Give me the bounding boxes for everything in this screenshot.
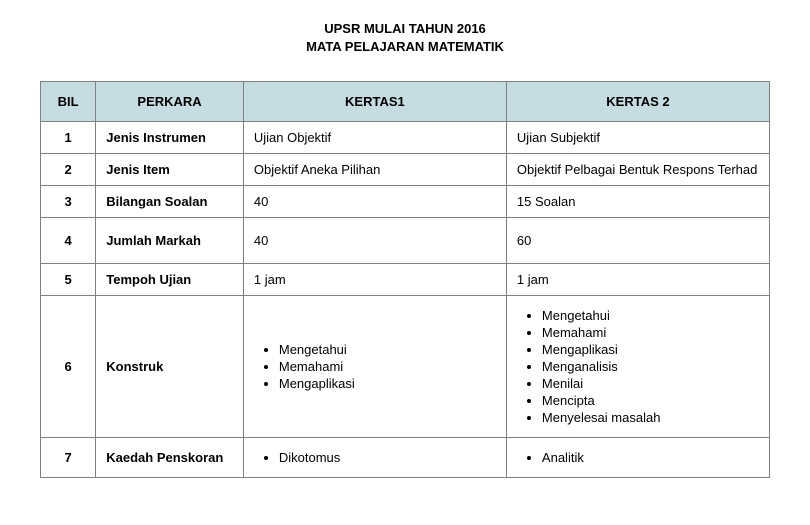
cell-k1: 1 jam — [243, 264, 506, 296]
list-item: Mengetahui — [542, 308, 759, 323]
cell-perkara: Konstruk — [96, 296, 244, 438]
title-line-2: MATA PELAJARAN MATEMATIK — [40, 38, 770, 56]
cell-bil: 5 — [41, 264, 96, 296]
list-item: Menyelesai masalah — [542, 410, 759, 425]
header-bil: BIL — [41, 82, 96, 122]
cell-bil: 1 — [41, 122, 96, 154]
table-row: 2 Jenis Item Objektif Aneka Pilihan Obje… — [41, 154, 770, 186]
list-item: Menilai — [542, 376, 759, 391]
list-item: Mengetahui — [279, 342, 496, 357]
table-row: 1 Jenis Instrumen Ujian Objektif Ujian S… — [41, 122, 770, 154]
cell-k1: Objektif Aneka Pilihan — [243, 154, 506, 186]
cell-perkara: Kaedah Penskoran — [96, 438, 244, 478]
list-item: Mengaplikasi — [542, 342, 759, 357]
list-item: Mengaplikasi — [279, 376, 496, 391]
cell-perkara: Tempoh Ujian — [96, 264, 244, 296]
cell-k1: 40 — [243, 218, 506, 264]
main-table: BIL PERKARA KERTAS1 KERTAS 2 1 Jenis Ins… — [40, 81, 770, 478]
k1-list: Dikotomus — [254, 450, 496, 465]
list-item: Mencipta — [542, 393, 759, 408]
list-item: Dikotomus — [279, 450, 496, 465]
k2-list: Analitik — [517, 450, 759, 465]
header-kertas1: KERTAS1 — [243, 82, 506, 122]
cell-k2: 1 jam — [506, 264, 769, 296]
header-row: BIL PERKARA KERTAS1 KERTAS 2 — [41, 82, 770, 122]
list-item: Menganalisis — [542, 359, 759, 374]
cell-k2: 15 Soalan — [506, 186, 769, 218]
cell-k2: 60 — [506, 218, 769, 264]
cell-bil: 4 — [41, 218, 96, 264]
table-row: 7 Kaedah Penskoran Dikotomus Analitik — [41, 438, 770, 478]
table-row: 3 Bilangan Soalan 40 15 Soalan — [41, 186, 770, 218]
header-perkara: PERKARA — [96, 82, 244, 122]
cell-perkara: Jenis Instrumen — [96, 122, 244, 154]
cell-k2-list: Mengetahui Memahami Mengaplikasi Mengana… — [506, 296, 769, 438]
cell-perkara: Bilangan Soalan — [96, 186, 244, 218]
cell-bil: 6 — [41, 296, 96, 438]
cell-perkara: Jenis Item — [96, 154, 244, 186]
cell-k1: Ujian Objektif — [243, 122, 506, 154]
cell-k2-list: Analitik — [506, 438, 769, 478]
cell-k2: Objektif Pelbagai Bentuk Respons Terhad — [506, 154, 769, 186]
k1-list: Mengetahui Memahami Mengaplikasi — [254, 342, 496, 391]
cell-bil: 7 — [41, 438, 96, 478]
list-item: Analitik — [542, 450, 759, 465]
cell-bil: 2 — [41, 154, 96, 186]
cell-k1-list: Mengetahui Memahami Mengaplikasi — [243, 296, 506, 438]
header-kertas2: KERTAS 2 — [506, 82, 769, 122]
title-line-1: UPSR MULAI TAHUN 2016 — [40, 20, 770, 38]
cell-perkara: Jumlah Markah — [96, 218, 244, 264]
table-row: 6 Konstruk Mengetahui Memahami Mengaplik… — [41, 296, 770, 438]
table-row: 5 Tempoh Ujian 1 jam 1 jam — [41, 264, 770, 296]
cell-k1: 40 — [243, 186, 506, 218]
cell-k2: Ujian Subjektif — [506, 122, 769, 154]
list-item: Memahami — [542, 325, 759, 340]
cell-k1-list: Dikotomus — [243, 438, 506, 478]
cell-bil: 3 — [41, 186, 96, 218]
title-block: UPSR MULAI TAHUN 2016 MATA PELAJARAN MAT… — [40, 20, 770, 56]
table-row: 4 Jumlah Markah 40 60 — [41, 218, 770, 264]
k2-list: Mengetahui Memahami Mengaplikasi Mengana… — [517, 308, 759, 425]
list-item: Memahami — [279, 359, 496, 374]
